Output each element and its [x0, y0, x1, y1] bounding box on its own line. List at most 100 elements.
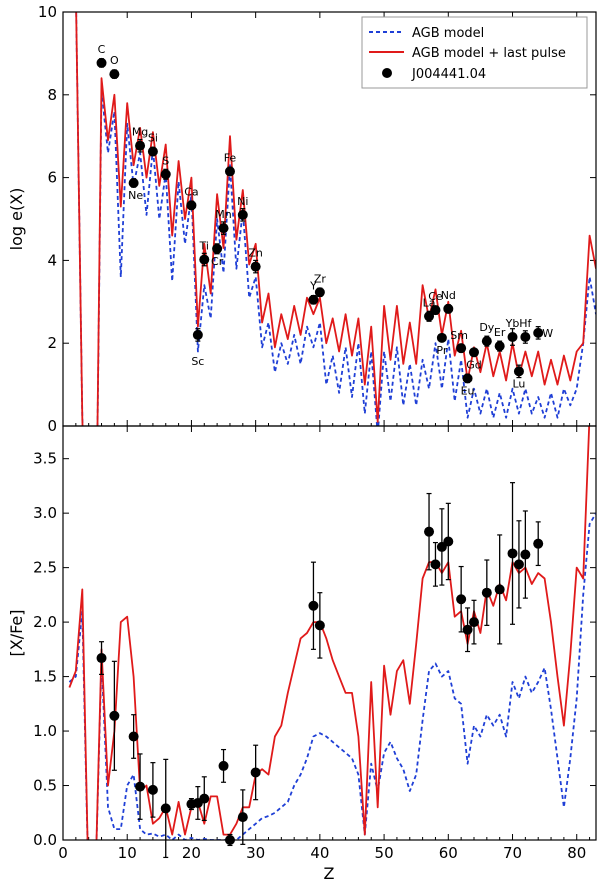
element-label-zn: Zn [248, 247, 263, 260]
top-y-tick-label: 8 [47, 86, 57, 104]
element-label-o: O [110, 54, 119, 67]
top-y-axis-label: log e(X) [7, 188, 26, 251]
bottom-data-point [199, 793, 210, 804]
bottom-axis-ticks: 0 10 20 30 40 50 60 70 80 0.0 0.5 1.0 1.5 2.0 2.5 3.0 3.… [33, 426, 596, 862]
element-label-ti: Ti [199, 240, 209, 253]
top-data-point [462, 373, 473, 384]
top-data-point [128, 177, 139, 188]
top-data-point [430, 305, 441, 316]
top-data-point [147, 146, 158, 157]
top-series-agb-model-last-pulse [75, 12, 596, 426]
top-data-point [424, 311, 435, 322]
element-label-si: Si [148, 132, 158, 145]
top-data-point [192, 329, 203, 340]
bottom-data-point [109, 710, 120, 721]
element-label-c: C [98, 43, 106, 56]
top-data-point [109, 69, 120, 80]
top-data-point [456, 343, 467, 354]
element-label-dy: Dy [479, 321, 494, 334]
bottom-data-point [250, 767, 261, 778]
bottom-series-agb-model-last-pulse [68, 426, 591, 840]
x-tick-label: 60 [439, 844, 458, 862]
bottom-data-point [135, 781, 146, 792]
element-label-s: S [162, 154, 169, 167]
top-data-point [481, 336, 492, 347]
bottom-data-point [147, 784, 158, 795]
top-data-point [513, 366, 524, 377]
legend-label-star: J004441.04 [411, 67, 486, 82]
top-data-point [314, 287, 325, 298]
top-data-point [135, 140, 146, 151]
bottom-data-point [314, 620, 325, 631]
element-label-hf: Hf [519, 317, 532, 330]
bottom-data-point [308, 600, 319, 611]
bottom-y-tick-label: 1.0 [33, 722, 57, 740]
x-tick-label: 70 [503, 844, 522, 862]
bottom-data-point [237, 812, 248, 823]
top-y-tick-label: 4 [47, 251, 57, 269]
bottom-data-point [533, 538, 544, 549]
bottom-y-axis-label: [X/Fe] [7, 609, 26, 656]
element-label-mg: Mg [132, 126, 148, 139]
top-series-agb-model [75, 12, 596, 426]
bottom-data-point [513, 559, 524, 570]
top-axis-ticks: 0 2 4 6 8 10 [38, 3, 596, 435]
bottom-data-point [494, 584, 505, 595]
element-label-la: La [423, 296, 436, 309]
top-data-point [96, 57, 107, 68]
top-data-point [533, 327, 544, 338]
bottom-plot-frame [62, 425, 597, 841]
top-data-point [250, 261, 261, 272]
element-label-ne: Ne [128, 189, 143, 202]
top-y-tick-label: 0 [47, 417, 57, 435]
legend-marker-star [382, 68, 392, 78]
element-label-fe: Fe [224, 151, 237, 164]
bottom-series-agb-model [68, 512, 596, 840]
bottom-y-tick-label: 2.0 [33, 613, 57, 631]
top-data-point [186, 200, 197, 211]
bottom-y-tick-label: 2.5 [33, 559, 57, 577]
top-data-point [160, 169, 171, 180]
bottom-data-point [96, 653, 107, 664]
element-label-pr: Pr [436, 344, 447, 357]
element-label-yb: Yb [505, 317, 520, 330]
top-data-points [96, 57, 544, 384]
top-series-layer [75, 12, 596, 426]
top-data-point [468, 347, 479, 358]
top-data-point [436, 332, 447, 343]
element-label-ce: Ce [428, 290, 443, 303]
top-data-point [443, 303, 454, 314]
element-label-nd: Nd [441, 289, 456, 302]
bottom-data-point [481, 587, 492, 598]
bottom-data-point [218, 760, 229, 771]
top-data-point [199, 254, 210, 265]
bottom-data-point [468, 617, 479, 628]
bottom-y-tick-label: 3.0 [33, 504, 57, 522]
element-label-eu: Eu [461, 384, 475, 397]
top-data-point [224, 166, 235, 177]
bottom-data-point [424, 526, 435, 537]
element-label-lu: Lu [512, 377, 525, 390]
bottom-data-point [462, 624, 473, 635]
x-tick-label: 40 [310, 844, 329, 862]
element-label-ca: Ca [184, 185, 198, 198]
top-data-point [237, 209, 248, 220]
x-tick-label: 0 [58, 844, 68, 862]
x-tick-label: 20 [182, 844, 201, 862]
top-data-point [212, 243, 223, 254]
element-label-gd: Gd [466, 358, 482, 371]
bottom-data-point [520, 549, 531, 560]
x-tick-label: 30 [246, 844, 265, 862]
element-label-mn: Mn [215, 208, 231, 221]
legend-label-agb-model-last-pulse: AGB model + last pulse [412, 46, 566, 61]
bottom-panel: 0 10 20 30 40 50 60 70 80 0.0 0.5 1.0 1.5 2.0 2.5 3.0 3.… [7, 425, 597, 883]
top-data-point [308, 294, 319, 305]
bottom-data-points [96, 482, 544, 859]
element-label-sm: Sm [450, 329, 468, 342]
x-axis-label: Z [324, 864, 335, 883]
element-label-cr: Cr [211, 255, 224, 268]
bottom-data-point [160, 803, 171, 814]
top-data-point [520, 331, 531, 342]
